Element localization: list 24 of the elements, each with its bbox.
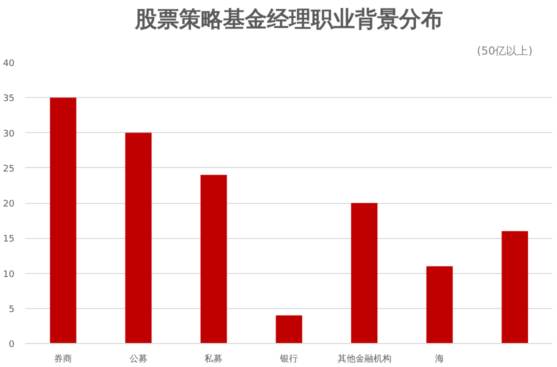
y-tick-label: 0: [8, 340, 15, 350]
y-tick-label: 20: [3, 200, 15, 210]
chart-title: 股票策略基金经理职业背景分布: [134, 8, 443, 32]
bar: [125, 132, 152, 344]
bar: [502, 231, 528, 344]
bar: [351, 203, 378, 344]
bar: [426, 266, 453, 344]
chart-subtitle: (50亿以上): [476, 44, 533, 58]
x-tick-label: 公募: [129, 354, 148, 364]
bar: [200, 174, 227, 344]
x-tick-label: 券商: [54, 354, 72, 364]
y-tick-label: 5: [8, 304, 15, 315]
y-tick-label: 35: [3, 94, 14, 104]
x-tick-label: 海: [435, 354, 444, 364]
x-tick-label: 其他金融机构: [337, 354, 392, 364]
y-tick-label: 30: [3, 129, 15, 140]
bar: [50, 98, 76, 344]
y-tick-label: 15: [3, 234, 14, 245]
y-tick-label: 10: [3, 270, 15, 280]
bar: [276, 315, 302, 344]
x-tick-label: 私募: [204, 354, 223, 364]
y-tick-label: 25: [3, 164, 14, 174]
y-tick-label: 40: [3, 59, 15, 69]
x-tick-label: 银行: [279, 354, 298, 364]
